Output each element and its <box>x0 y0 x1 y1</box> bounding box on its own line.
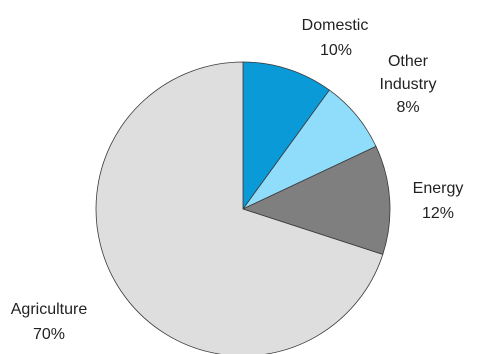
pie-label-energy: Energy 12% <box>413 180 464 222</box>
pie-label-other-industry: Other Industry 8% <box>380 53 437 116</box>
pie-label-domestic: Domestic 10% <box>302 17 369 59</box>
pie-label-name: Domestic <box>302 17 369 34</box>
pie-label-value: 70% <box>33 326 65 343</box>
pie-slice-domestic <box>242 61 330 211</box>
pie-label-name: Agriculture <box>11 301 88 318</box>
pie-label-value: 12% <box>422 205 454 222</box>
pie-slice-energy <box>241 145 391 255</box>
pie-label-name: Industry <box>380 76 437 93</box>
pie-label-name: Energy <box>413 180 464 197</box>
pie-label-name: Other <box>388 53 429 70</box>
pie-label-value: 8% <box>396 99 419 116</box>
pie-labels: Domestic 10% Other Industry 8% Energy 12% Agric… <box>11 17 464 343</box>
pie-slices <box>95 61 391 354</box>
pie-label-agriculture: Agriculture 70% <box>11 301 88 343</box>
pie-slice-agriculture <box>95 61 384 354</box>
pie-label-value: 10% <box>320 42 352 59</box>
